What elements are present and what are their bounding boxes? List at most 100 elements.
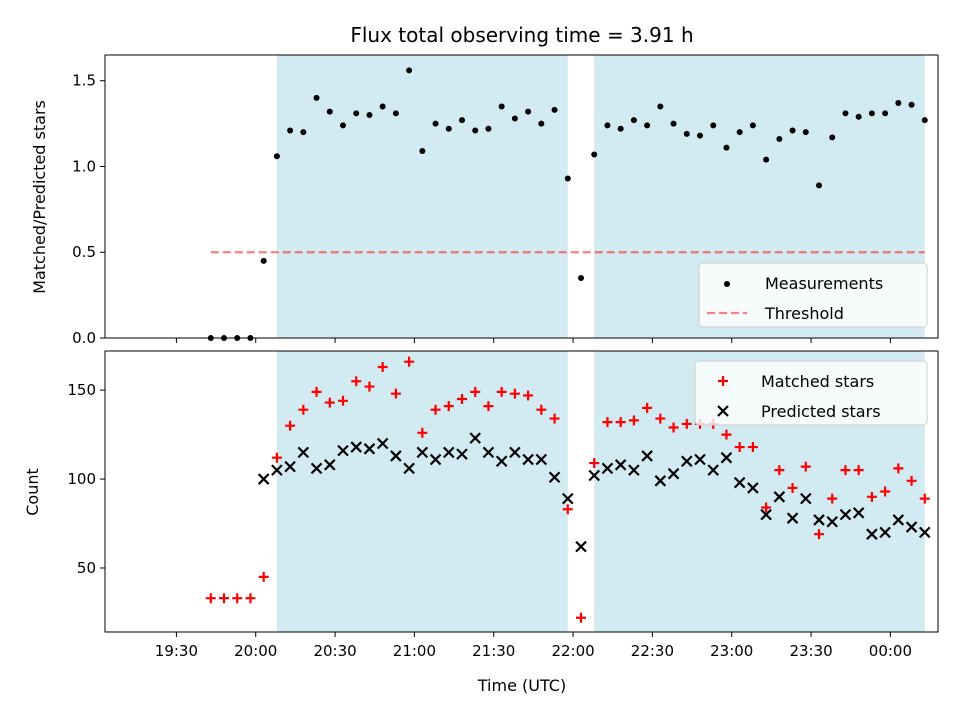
matched-star-point [232, 593, 243, 604]
matched-star-point [576, 612, 586, 623]
measurement-point [657, 103, 664, 110]
measurement-point [697, 132, 703, 139]
predicted-star-point [852, 507, 865, 519]
matched-star-point [509, 388, 520, 399]
matched-star-point [338, 395, 348, 406]
matched-star-point [536, 404, 547, 415]
predicted-star-point [482, 446, 495, 459]
measurement-point [670, 120, 677, 127]
matched-star-point [589, 458, 600, 469]
measurement-point [525, 108, 532, 115]
predicted-star-point [733, 476, 746, 489]
predicted-star-point [694, 453, 706, 466]
matched-star-point [840, 465, 851, 476]
matched-star-point [827, 493, 838, 504]
x-tick-label: 20:30 [313, 642, 356, 660]
top-y-tick-label: 0.5 [72, 243, 96, 261]
matched-star-point [404, 356, 415, 367]
predicted-star-point [443, 446, 455, 459]
matched-star-point [364, 381, 375, 392]
matched-star-point [483, 401, 494, 412]
measurement-point [789, 127, 796, 134]
matched-star-point [668, 422, 679, 433]
measurement-point [326, 108, 333, 115]
matched-star-point [642, 402, 653, 413]
measurement-point [578, 274, 584, 281]
top-y-tick-label: 1.0 [72, 157, 96, 175]
matched-star-point [602, 417, 613, 428]
legend-plus-marker [718, 376, 728, 386]
legend-label: Matched stars [761, 372, 874, 391]
measurement-point [908, 101, 915, 108]
measurement-point [630, 117, 637, 124]
predicted-star-point [786, 512, 799, 524]
measurement-point [564, 175, 571, 182]
predicted-star-point [337, 444, 349, 457]
measurement-point [353, 110, 360, 117]
measurement-point [895, 100, 902, 107]
x-tick-label: 22:30 [631, 642, 674, 660]
bottom-y-tick-label: 50 [77, 559, 96, 577]
measurement-point [419, 148, 426, 155]
predicted-star-point [548, 471, 561, 484]
predicted-star-point [522, 453, 534, 466]
matched-star-point [523, 390, 534, 401]
matched-star-point [615, 417, 626, 428]
predicted-star-point [257, 473, 270, 485]
predicted-star-point [628, 464, 640, 476]
top-observing-interval-shade [276, 55, 568, 338]
measurement-point [591, 151, 598, 158]
measurement-point [644, 122, 651, 129]
measurement-point [776, 136, 783, 143]
predicted-star-point [654, 475, 667, 487]
measurement-point [485, 125, 492, 132]
measurement-point [868, 110, 875, 117]
measurement-point [617, 125, 624, 132]
matched-star-point [906, 475, 917, 486]
predicted-star-point [588, 469, 600, 482]
matched-star-point [866, 491, 877, 502]
predicted-star-point [641, 450, 653, 462]
matched-star-point [285, 420, 296, 431]
measurement-point [855, 113, 862, 120]
predicted-star-point [720, 451, 733, 464]
matched-star-point [324, 397, 335, 408]
measurement-point [763, 156, 770, 163]
measurement-point [710, 122, 717, 129]
predicted-star-point [297, 446, 310, 459]
matched-star-point [681, 418, 692, 429]
measurement-point [379, 103, 386, 110]
measurement-point [406, 67, 413, 74]
matched-star-point [800, 461, 811, 472]
measurement-point [313, 94, 320, 101]
predicted-star-point [535, 453, 548, 466]
legend-dot-marker [724, 281, 730, 287]
measurement-point [273, 153, 280, 160]
measurement-point [802, 129, 809, 136]
bottom-y-tick-label: 100 [67, 470, 96, 488]
matched-star-point [457, 394, 467, 405]
matched-star-point [245, 593, 256, 604]
x-tick-label: 21:30 [472, 642, 515, 660]
predicted-star-point [667, 467, 680, 480]
predicted-star-point [363, 443, 376, 455]
bottom-panel-counts: 50 100 150 19:30 20:00 20:30 21:00 21:30 22:00 22… [67, 350, 939, 660]
matched-star-point [774, 465, 785, 476]
matched-star-point [298, 404, 309, 415]
predicted-star-point [575, 540, 587, 553]
bottom-y-axis-label: Count [23, 468, 42, 516]
matched-star-point [417, 427, 428, 438]
predicted-star-point [310, 462, 323, 475]
predicted-star-point [324, 459, 336, 471]
chart-title: Flux total observing time = 3.91 h [350, 23, 693, 47]
predicted-star-point [416, 446, 429, 459]
measurement-point [300, 129, 307, 136]
predicted-star-point [376, 437, 389, 450]
predicted-star-point [905, 521, 918, 533]
top-y-tick-label: 1.5 [72, 72, 96, 90]
matched-star-point [496, 386, 507, 397]
matched-star-point [655, 413, 666, 424]
x-tick-label: 21:00 [393, 642, 436, 660]
measurement-point [842, 110, 849, 117]
predicted-star-point [271, 464, 283, 476]
